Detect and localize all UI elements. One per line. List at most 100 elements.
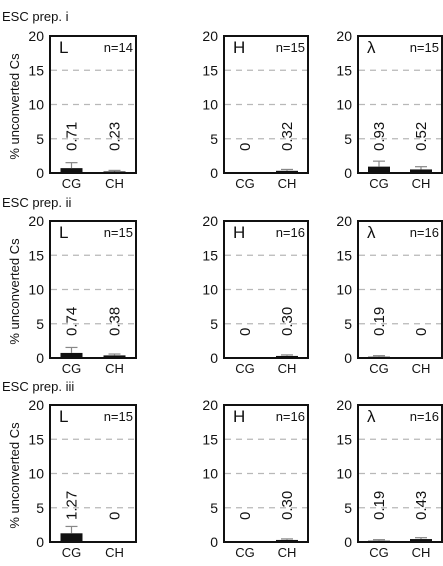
- bar: [276, 539, 298, 542]
- x-tick-label: CG: [235, 176, 255, 191]
- panel-letter: H: [233, 38, 245, 57]
- panel-letter: L: [59, 223, 68, 242]
- panel-n-label: n=16: [410, 225, 439, 240]
- data-label: 0.71: [64, 122, 81, 151]
- y-tick-label: 20: [336, 213, 352, 229]
- panel-letter: λ: [367, 223, 376, 242]
- y-axis-label: % unconverted Cs: [7, 53, 22, 160]
- y-tick-label: 15: [202, 62, 218, 78]
- y-tick-label: 15: [336, 247, 352, 263]
- plot-frame: [49, 404, 137, 543]
- x-tick-label: CH: [278, 176, 297, 191]
- plot-frame: [223, 220, 309, 359]
- data-label: 1.27: [64, 491, 81, 520]
- y-tick-label: 0: [36, 350, 44, 366]
- y-tick-label: 15: [28, 431, 44, 447]
- bar: [60, 533, 83, 542]
- y-tick-label: 5: [36, 500, 44, 516]
- y-tick-label: 15: [202, 431, 218, 447]
- bar: [60, 168, 83, 173]
- y-tick-label: 20: [202, 397, 218, 413]
- y-axis-label: % unconverted Cs: [7, 238, 22, 345]
- panel-letter: λ: [367, 407, 376, 426]
- y-tick-label: 0: [344, 165, 352, 181]
- panel-n-label: n=15: [410, 40, 439, 55]
- data-label: 0: [107, 512, 124, 520]
- panel-n-label: n=16: [410, 409, 439, 424]
- plot-frame: [223, 35, 309, 174]
- prep-label: ESC prep. i: [2, 9, 69, 24]
- x-tick-label: CG: [235, 545, 255, 560]
- y-tick-label: 20: [28, 213, 44, 229]
- bar: [410, 539, 432, 542]
- data-label: 0.19: [371, 491, 388, 520]
- x-tick-label: CG: [62, 545, 82, 560]
- y-tick-label: 10: [336, 97, 352, 113]
- x-tick-label: CG: [369, 361, 389, 376]
- data-label: 0.32: [279, 122, 296, 151]
- plot-frame: [357, 220, 443, 359]
- panel-n-label: n=16: [276, 409, 305, 424]
- panel-n-label: n=16: [276, 225, 305, 240]
- x-tick-label: CH: [412, 176, 431, 191]
- data-label: 0: [237, 143, 254, 151]
- panel-n-label: n=14: [104, 40, 133, 55]
- bar: [410, 169, 432, 173]
- y-tick-label: 20: [202, 28, 218, 44]
- y-tick-label: 10: [336, 282, 352, 298]
- x-tick-label: CH: [278, 545, 297, 560]
- y-tick-label: 15: [28, 62, 44, 78]
- y-tick-label: 0: [344, 534, 352, 550]
- y-tick-label: 0: [344, 350, 352, 366]
- data-label: 0.52: [413, 122, 430, 151]
- y-tick-label: 0: [36, 165, 44, 181]
- y-tick-label: 5: [210, 131, 218, 147]
- y-tick-label: 0: [210, 534, 218, 550]
- data-label: 0.43: [413, 491, 430, 520]
- prep-label: ESC prep. iii: [2, 379, 74, 394]
- y-tick-label: 5: [36, 131, 44, 147]
- x-tick-label: CH: [412, 545, 431, 560]
- x-tick-label: CG: [369, 176, 389, 191]
- y-tick-label: 15: [202, 247, 218, 263]
- y-tick-label: 20: [28, 397, 44, 413]
- panel-n-label: n=15: [104, 225, 133, 240]
- data-label: 0.19: [371, 307, 388, 336]
- bar: [276, 355, 298, 358]
- y-tick-label: 5: [210, 500, 218, 516]
- data-label: 0: [237, 328, 254, 336]
- panel-letter: λ: [367, 38, 376, 57]
- data-label: 0.23: [107, 122, 124, 151]
- plot-frame: [223, 404, 309, 543]
- prep-label: ESC prep. ii: [2, 195, 71, 210]
- bar: [60, 352, 83, 358]
- y-tick-label: 20: [28, 28, 44, 44]
- y-axis-label: % unconverted Cs: [7, 422, 22, 529]
- y-tick-label: 10: [28, 97, 44, 113]
- panel-n-label: n=15: [104, 409, 133, 424]
- data-label: 0: [413, 328, 430, 336]
- y-tick-label: 0: [36, 534, 44, 550]
- x-tick-label: CH: [105, 176, 124, 191]
- x-tick-label: CH: [278, 361, 297, 376]
- y-tick-label: 10: [202, 282, 218, 298]
- y-tick-label: 15: [336, 431, 352, 447]
- y-tick-label: 20: [336, 28, 352, 44]
- y-tick-label: 10: [202, 466, 218, 482]
- y-tick-label: 20: [336, 397, 352, 413]
- bar: [368, 166, 390, 173]
- panel-n-label: n=15: [276, 40, 305, 55]
- y-tick-label: 0: [210, 165, 218, 181]
- x-tick-label: CG: [62, 176, 82, 191]
- y-tick-label: 5: [36, 316, 44, 332]
- y-tick-label: 10: [336, 466, 352, 482]
- bar: [103, 355, 126, 358]
- panel-letter: L: [59, 38, 68, 57]
- x-tick-label: CH: [105, 361, 124, 376]
- y-tick-label: 5: [344, 500, 352, 516]
- x-tick-label: CH: [105, 545, 124, 560]
- y-tick-label: 15: [336, 62, 352, 78]
- y-tick-label: 10: [28, 282, 44, 298]
- panel-letter: H: [233, 407, 245, 426]
